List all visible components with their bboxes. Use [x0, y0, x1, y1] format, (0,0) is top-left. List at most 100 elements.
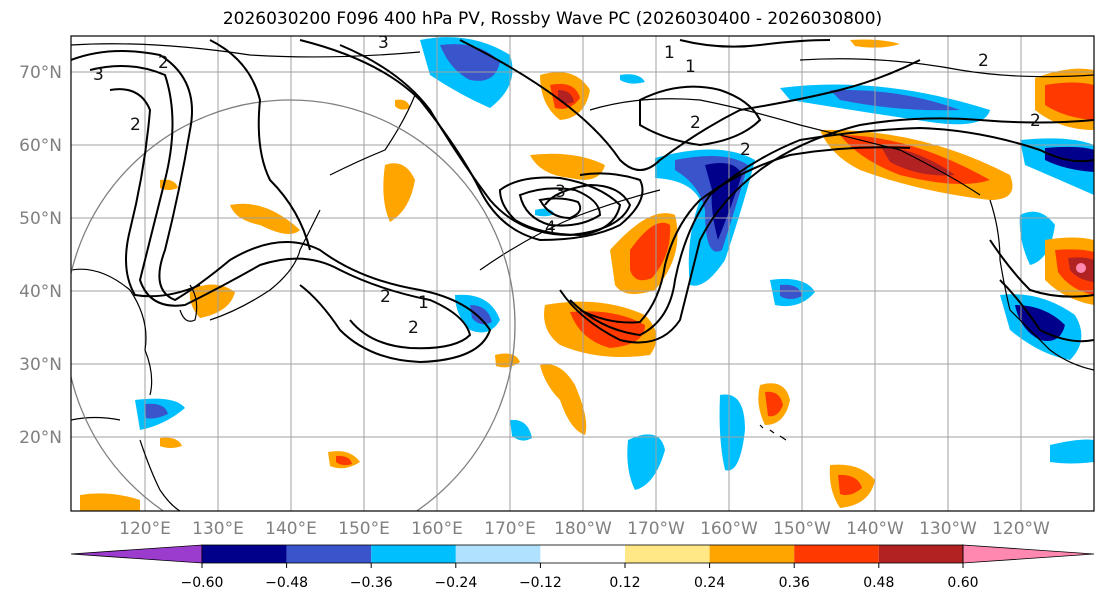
contour-label: 4 [545, 218, 556, 238]
contour-label: 3 [93, 65, 104, 85]
colorbar-extend-min [70, 544, 203, 564]
positive-anomaly [838, 474, 862, 496]
positive-anomaly [880, 145, 955, 176]
contour-label: 2 [408, 318, 419, 338]
positive-anomaly [160, 437, 182, 448]
contour-label: 2 [130, 115, 141, 135]
colorbar: −0.60 −0.48 −0.36 −0.24 −0.12 0.12 0.24 … [70, 544, 1095, 591]
japan-coast [209, 209, 321, 321]
colorbar-tick-label: −0.60 [181, 575, 224, 591]
latitude-labels: 70°N 60°N 50°N 40°N 30°N 20°N [19, 63, 62, 448]
lon-label: 140°W [846, 519, 904, 539]
pv-contour [89, 65, 472, 350]
lon-label: 150°W [773, 519, 831, 539]
pv-contour [209, 39, 311, 251]
lat-label-30n: 30°N [19, 355, 62, 375]
positive-anomaly [1076, 263, 1086, 273]
negative-anomaly [1050, 439, 1094, 464]
contour-label: 1 [664, 43, 675, 63]
positive-anomaly [558, 90, 574, 104]
hawaii-islands [759, 424, 787, 441]
negative-anomaly [780, 284, 802, 299]
negative-anomaly [470, 305, 492, 325]
colorbar-tick-label: −0.12 [519, 575, 562, 591]
negative-anomaly [1015, 305, 1065, 341]
grid-lines [71, 36, 1094, 511]
colorbar-frame [201, 544, 964, 564]
positive-anomaly [336, 455, 352, 466]
coastlines [71, 43, 1094, 511]
pv-contour [459, 39, 921, 171]
reference-circle [71, 99, 516, 511]
map-title: 2026030200 F096 400 hPa PV, Rossby Wave … [222, 9, 883, 29]
contour-label: 3 [378, 33, 389, 53]
contour-label: 2 [380, 287, 391, 307]
positive-anomaly [80, 493, 140, 511]
asia-coast [71, 268, 153, 421]
pv-contour [559, 117, 1094, 344]
siberia-coast [71, 43, 421, 58]
colorbar-tick-label: 0.48 [863, 575, 894, 591]
contour-label: 2 [158, 53, 169, 73]
positive-anomaly [189, 284, 235, 318]
colorbar-tick-label: −0.24 [434, 575, 477, 591]
pv-contour [538, 197, 582, 220]
lat-label-70n: 70°N [19, 63, 62, 83]
positive-anomaly [383, 163, 415, 222]
kamchatka-coast [329, 94, 416, 176]
pv-contour [989, 239, 1094, 298]
alaska-coast [589, 98, 981, 196]
contour-label: 3 [555, 182, 566, 202]
contour-label: 1 [685, 57, 696, 77]
pv-contour [109, 88, 201, 298]
lon-label: 160°E [411, 519, 463, 539]
positive-anomaly [765, 391, 783, 417]
negative-anomaly [510, 419, 532, 441]
positive-anomaly [395, 99, 410, 110]
map-frame [70, 35, 1095, 512]
negative-anomaly [705, 162, 742, 240]
colorbar-segment [455, 545, 541, 563]
colorbar-tick-label: 0.36 [779, 575, 810, 591]
colorbar-segment [709, 545, 795, 563]
pv-contour [999, 279, 1094, 343]
pv-contour [679, 39, 831, 48]
lat-label-60n: 60°N [19, 136, 62, 156]
lon-label: 120°E [119, 519, 171, 539]
positive-anomaly [1045, 82, 1094, 120]
negative-anomaly [830, 89, 960, 111]
lat-label-50n: 50°N [19, 209, 62, 229]
pv-contours [71, 39, 1094, 364]
contour-label: 2 [1030, 111, 1041, 131]
lat-label-20n: 20°N [19, 428, 62, 448]
philippines-coast [139, 439, 181, 511]
contour-labels: 3 2 2 1 3 1 2 2 2 3 4 2 1 2 2 [93, 33, 1041, 338]
lat-label-40n: 40°N [19, 282, 62, 302]
pv-anomaly-shading [80, 37, 1094, 511]
pv-contour [71, 50, 492, 364]
colorbar-segment [202, 545, 287, 563]
contour-label: 2 [978, 51, 989, 71]
aleutian-chain [479, 189, 661, 271]
lon-label: 120°W [992, 519, 1050, 539]
lon-label: 140°E [265, 519, 317, 539]
lon-label: 130°W [919, 519, 977, 539]
colorbar-segment [371, 545, 456, 563]
pv-contour [498, 176, 622, 237]
positive-anomaly [540, 364, 587, 435]
lon-label: 170°W [627, 519, 685, 539]
positive-anomaly [630, 222, 671, 281]
pv-contour [579, 146, 911, 324]
north-america-coast [989, 199, 1094, 371]
colorbar-tick-label: 0.60 [947, 575, 978, 591]
colorbar-segment [540, 545, 625, 563]
pv-contour [299, 39, 644, 242]
lon-label: 170°E [484, 519, 536, 539]
lon-label: 130°E [192, 519, 244, 539]
colorbar-segment [794, 545, 879, 563]
colorbar-segment [625, 545, 710, 563]
colorbar-tick-label: −0.48 [265, 575, 308, 591]
colorbar-tick-label: −0.36 [350, 575, 393, 591]
lon-label: 160°W [700, 519, 758, 539]
